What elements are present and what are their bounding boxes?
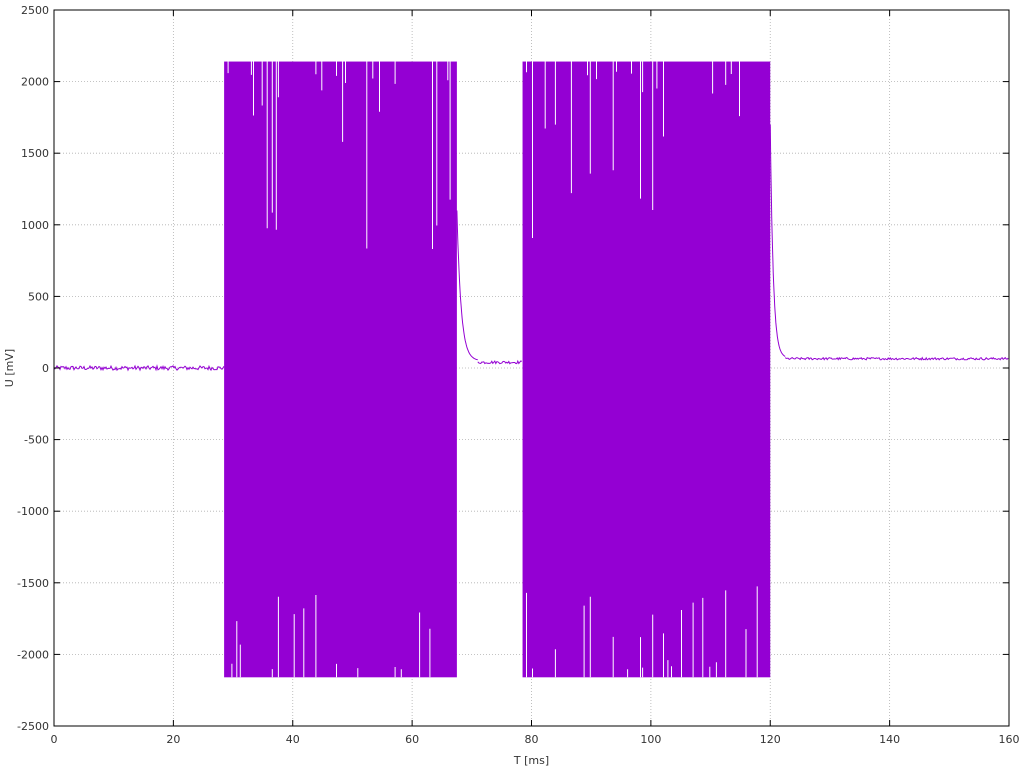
y-tick-label: 1000 [21,219,49,232]
y-tick-label: 1500 [21,147,49,160]
y-tick-label: -500 [24,434,49,447]
y-tick-label: 2500 [21,4,49,17]
signal-trace [477,359,522,365]
x-tick-label: 0 [51,733,58,746]
x-tick-label: 160 [999,733,1020,746]
y-tick-label: 0 [42,362,49,375]
x-tick-label: 140 [879,733,900,746]
x-tick-label: 120 [760,733,781,746]
burst-envelope [522,61,771,678]
y-tick-label: -2000 [17,648,49,661]
signal-trace [53,364,225,372]
signal-trace [784,356,1009,361]
burst-gaps [526,61,758,678]
x-tick-label: 20 [166,733,180,746]
signal-series [53,61,1009,678]
decay-trace [769,124,786,357]
x-axis-ticks: 0 20 40 60 80 100 120 140 160 [51,10,1020,746]
x-tick-label: 80 [525,733,539,746]
y-tick-label: 500 [28,290,49,303]
y-axis-label: U [mV] [3,349,16,387]
decay-trace [456,210,478,361]
burst-envelope [224,61,457,678]
x-tick-label: 60 [405,733,419,746]
x-tick-label: 100 [640,733,661,746]
y-tick-label: -1000 [17,505,49,518]
y-axis-ticks: -2500 -2000 -1500 -1000 -500 0 500 1000 1500 2000… [17,4,1009,733]
burst-gaps [227,61,451,678]
y-tick-label: -2500 [17,720,49,733]
x-tick-label: 40 [286,733,300,746]
y-tick-label: -1500 [17,577,49,590]
y-tick-label: 2000 [21,76,49,89]
x-axis-label: T [ms] [513,754,549,767]
